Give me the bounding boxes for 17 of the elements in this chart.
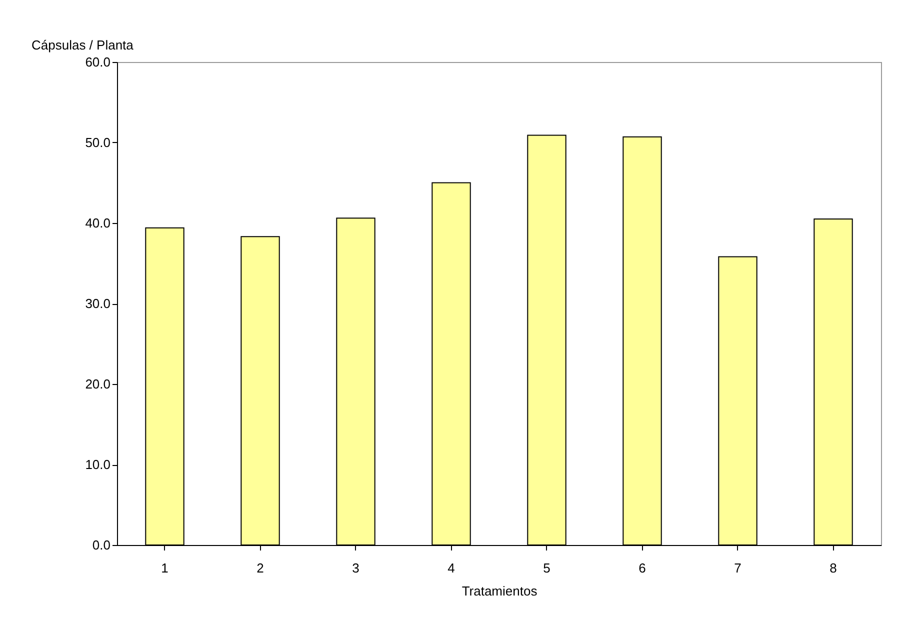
y-tick-label: 60.0 [85,54,110,70]
x-tick-label: 1 [161,560,168,576]
x-tick-label: 7 [734,560,742,576]
x-tick-label: 2 [256,560,264,576]
x-tick-label: 4 [448,560,455,576]
x-tick-label: 8 [830,560,837,576]
x-tick-label: 3 [352,560,360,576]
x-axis-title: Tratamientos [462,584,538,598]
y-tick-label: 30.0 [85,296,110,311]
y-axis-title: Cápsulas / Planta [32,38,134,52]
x-tick-label: 5 [543,560,550,576]
y-tick-label: 40.0 [85,216,110,230]
y-tick-label: 0.0 [92,538,110,552]
y-tick-label: 20.0 [85,376,110,392]
y-tick-label: 10.0 [85,457,110,472]
y-tick-label: 50.0 [85,135,110,150]
x-tick-label: 6 [638,560,646,576]
